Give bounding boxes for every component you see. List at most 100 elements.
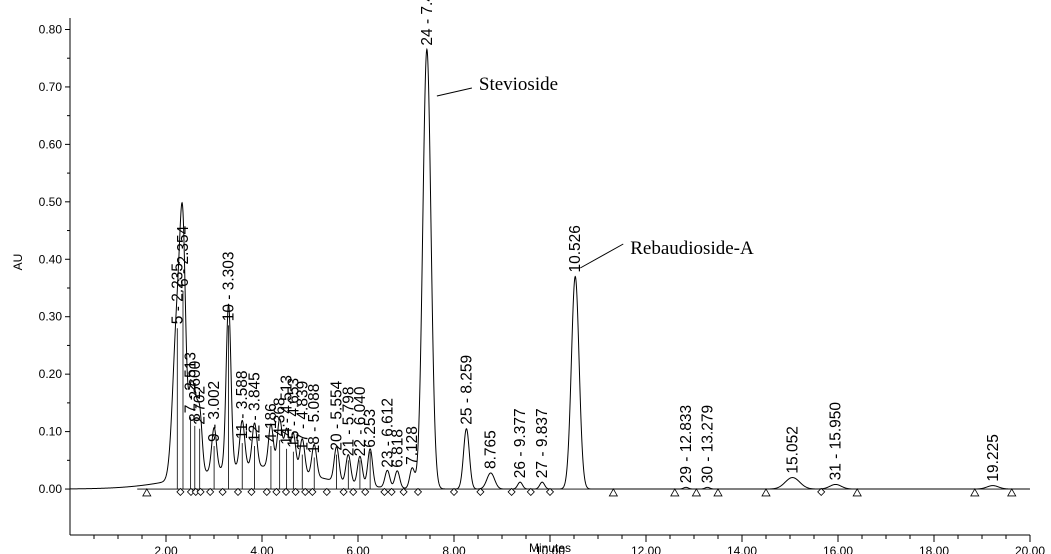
- peak-label: 10.526: [567, 225, 584, 272]
- peak-label: 5 - 2.235: [169, 263, 186, 324]
- x-tick-label: 4.00: [250, 544, 274, 554]
- y-axis-title: AU: [11, 254, 25, 271]
- peak-label: 31 - 15.950: [828, 402, 845, 481]
- peak-label: 15 - 4.653: [285, 378, 302, 448]
- diamond-marker: [339, 487, 348, 496]
- peak-label: 12 - 3.845: [247, 372, 264, 442]
- diamond-marker: [247, 487, 256, 496]
- y-tick-label: 0.70: [39, 80, 63, 94]
- x-tick-label: 20.00: [1015, 544, 1045, 554]
- peak-label: 9 - 3.002: [206, 381, 223, 442]
- diamond-marker: [476, 487, 485, 496]
- x-tick-label: 14.00: [727, 544, 757, 554]
- triangle-marker: [608, 488, 619, 497]
- stevioside-label: Stevioside: [479, 74, 558, 95]
- peak-label: 23 - 6.612: [379, 398, 396, 468]
- diamond-marker: [281, 487, 291, 496]
- triangle-marker: [713, 488, 723, 497]
- stevioside-leader: [436, 87, 472, 97]
- diamond-marker: [545, 487, 555, 496]
- y-axis-ticks: 0.00 0.10 0.20 0.30 0.40 0.50 0.60 0.70 0.80: [39, 22, 70, 496]
- triangle-marker: [970, 488, 980, 497]
- peak-drop-lines: [176, 290, 371, 490]
- y-tick-label: 0.80: [39, 22, 63, 36]
- y-tick-label: 0.40: [39, 252, 63, 266]
- x-tick-label: 18.00: [919, 544, 949, 554]
- peak-label: 6 - 2.354: [175, 225, 192, 287]
- y-tick-label: 0.10: [39, 425, 63, 439]
- diamond-marker: [387, 487, 396, 496]
- diamond-marker: [291, 487, 300, 496]
- x-axis-title: Minutes: [529, 541, 571, 554]
- peak-label: 24 - 7.435: [419, 0, 436, 46]
- diamond-marker: [507, 487, 516, 496]
- diamond-marker: [349, 487, 358, 496]
- diamond-marker: [361, 487, 370, 496]
- triangle-marker: [691, 488, 702, 497]
- x-tick-label: 8.00: [442, 544, 466, 554]
- triangle-marker: [142, 488, 152, 497]
- diamond-marker: [322, 487, 331, 496]
- y-tick-label: 0.00: [39, 482, 63, 496]
- diamond-marker: [449, 487, 459, 496]
- peak-label: 2.702: [192, 386, 209, 425]
- peak-label: 17 - 4.839: [294, 381, 311, 451]
- y-tick-label: 0.50: [39, 195, 63, 209]
- peak-label: 7 - 2.513: [183, 352, 200, 413]
- compound-annotations: Stevioside Rebaudioside-A: [436, 74, 754, 269]
- peak-label: 19.225: [985, 434, 1002, 481]
- peak-label: 29 - 12.833: [678, 405, 695, 483]
- peak-label: 8.765: [483, 430, 500, 469]
- peak-label: 25 - 8.259: [458, 355, 475, 425]
- peak-label: 7.128: [404, 426, 421, 465]
- peak-label: 20 - 5.554: [329, 380, 346, 450]
- diamond-marker: [301, 487, 310, 496]
- peak-label: 26 - 9.377: [512, 408, 529, 478]
- peak-label: 18 - 5.088: [306, 384, 323, 454]
- diamond-marker: [817, 487, 826, 496]
- x-tick-label: 12.00: [631, 544, 661, 554]
- y-tick-label: 0.60: [39, 137, 63, 151]
- peak-label: 22 - 6.040: [352, 386, 369, 456]
- peak-label: 4.368: [272, 397, 289, 436]
- x-tick-label: 10.00: [535, 544, 565, 554]
- diamond-marker: [413, 487, 423, 496]
- peak-label: 14 - 4.513: [279, 375, 296, 445]
- peak-label: 11 - 3.588: [234, 370, 251, 439]
- diamond-marker: [233, 487, 243, 496]
- y-tick-label: 0.30: [39, 310, 63, 324]
- triangle-marker: [1007, 488, 1017, 497]
- axes: 0.00 0.10 0.20 0.30 0.40 0.50 0.60 0.70 0.80 2.0…: [11, 18, 1045, 554]
- peak-label: 6.253: [362, 409, 379, 448]
- diamond-marker: [218, 487, 227, 496]
- triangle-marker: [761, 488, 771, 497]
- peak-label: 6.818: [389, 429, 406, 468]
- peak-label: 30 - 13.279: [699, 405, 716, 483]
- triangle-marker: [852, 488, 862, 497]
- diamond-marker: [262, 487, 271, 496]
- integration-markers: [142, 487, 1017, 497]
- diamond-marker: [196, 487, 205, 496]
- x-axis-ticks: 2.00 4.00 6.00 8.00 10.00 12.00 14.00 16.00 18.0…: [93, 535, 1045, 554]
- diamond-marker: [308, 487, 317, 496]
- x-tick-label: 6.00: [346, 544, 370, 554]
- x-tick-label: 16.00: [823, 544, 853, 554]
- rebaudioside-leader: [580, 243, 624, 269]
- triangle-marker: [670, 488, 680, 497]
- peak-label: 21 - 5.798: [340, 386, 357, 456]
- diamond-marker: [272, 487, 281, 496]
- y-tick-label: 0.20: [39, 367, 63, 381]
- peak-label: 8 - 2.600: [187, 360, 204, 422]
- peak-label: 27 - 9.837: [534, 408, 551, 478]
- x-tick-label: 2.00: [154, 544, 178, 554]
- diamond-marker: [176, 487, 185, 496]
- rebaudioside-label: Rebaudioside-A: [630, 238, 754, 259]
- diamond-marker: [206, 487, 215, 496]
- peak-label: 4.186: [263, 403, 280, 442]
- peak-label: 10 - 3.303: [221, 251, 238, 321]
- diamond-marker: [399, 487, 408, 496]
- diamond-marker: [380, 487, 389, 496]
- peak-label: 15.052: [785, 426, 802, 473]
